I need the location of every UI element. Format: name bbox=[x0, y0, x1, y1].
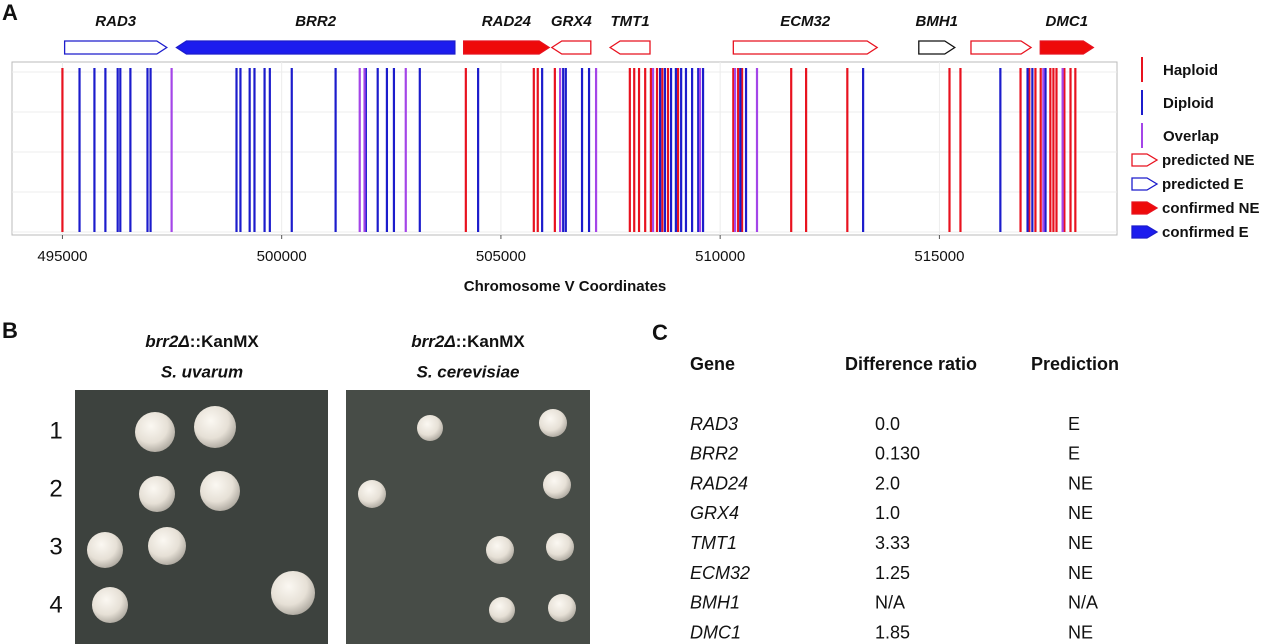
plate-title: brr2Δ::KanMX bbox=[145, 332, 259, 351]
gene-arrow bbox=[608, 40, 651, 55]
x-tick-label: 495000 bbox=[37, 248, 87, 265]
table-cell: 1.0 bbox=[875, 503, 900, 523]
gene-label: BRR2 bbox=[295, 13, 336, 30]
h-grid bbox=[12, 71, 1117, 233]
species: S. cerevisiae bbox=[416, 362, 519, 381]
gene-arrow bbox=[550, 40, 592, 55]
table-cell: NE bbox=[1068, 563, 1093, 583]
strain: brr2Δ bbox=[145, 332, 189, 351]
table-cell: TMT1 bbox=[690, 533, 737, 553]
gene-arrow bbox=[175, 40, 456, 55]
table-cell: NE bbox=[1068, 503, 1093, 523]
table-cell: BMH1 bbox=[690, 593, 740, 613]
x-tick-label: 515000 bbox=[914, 248, 964, 265]
legend-label: confirmed NE bbox=[1162, 200, 1260, 217]
row-label: 1 bbox=[49, 417, 62, 444]
table-cell: E bbox=[1068, 414, 1080, 434]
table-cell: 3.33 bbox=[875, 533, 910, 553]
table-cell: E bbox=[1068, 444, 1080, 464]
gene-arrow bbox=[732, 40, 879, 55]
legend-swatch bbox=[1131, 177, 1159, 191]
gene-label: GRX4 bbox=[551, 13, 593, 30]
table-cell: 1.25 bbox=[875, 563, 910, 583]
gene-label: RAD3 bbox=[95, 13, 136, 30]
row-label: 4 bbox=[49, 591, 62, 618]
legend-swatch bbox=[1131, 153, 1159, 167]
table-cell: N/A bbox=[1068, 593, 1098, 613]
marker: ::KanMX bbox=[190, 332, 260, 351]
table-header: Gene bbox=[690, 354, 735, 374]
table-cell: ECM32 bbox=[690, 563, 750, 583]
legend-label: Diploid bbox=[1163, 95, 1214, 112]
legend-swatch bbox=[1131, 201, 1159, 215]
legend-swatch bbox=[1131, 225, 1159, 239]
gene-arrow bbox=[970, 40, 1033, 55]
plot-frame bbox=[11, 61, 1118, 236]
plate-title: brr2Δ::KanMX bbox=[411, 332, 525, 351]
x-tick-label: 500000 bbox=[257, 248, 307, 265]
table-cell: RAD3 bbox=[690, 414, 738, 434]
legend-label: predicted NE bbox=[1162, 152, 1255, 169]
gene-arrow bbox=[1039, 40, 1095, 55]
gene-arrow bbox=[462, 40, 551, 55]
table-cell: NE bbox=[1068, 473, 1093, 493]
table-cell: 0.130 bbox=[875, 444, 920, 464]
marker: ::KanMX bbox=[456, 332, 526, 351]
track-plot: 495000 500000 505000 510000 515000 Haploid Dip… bbox=[37, 13, 1259, 265]
panel-label: B bbox=[2, 318, 18, 343]
gene-arrow bbox=[63, 40, 168, 55]
x-tick-label: 505000 bbox=[476, 248, 526, 265]
table-cell: DMC1 bbox=[690, 622, 741, 642]
table-cell: 2.0 bbox=[875, 473, 900, 493]
table-cell: 1.85 bbox=[875, 622, 910, 642]
legend-label: Overlap bbox=[1163, 128, 1219, 145]
table-header: Prediction bbox=[1031, 354, 1119, 374]
table-cell: 0.0 bbox=[875, 414, 900, 434]
gene-label: DMC1 bbox=[1046, 13, 1089, 30]
gene-label: RAD24 bbox=[482, 13, 532, 30]
gene-arrow bbox=[918, 40, 956, 55]
table-cell: GRX4 bbox=[690, 503, 739, 523]
table-cell: RAD24 bbox=[690, 473, 748, 493]
strain: brr2Δ bbox=[411, 332, 455, 351]
row-label: 2 bbox=[49, 475, 62, 502]
table-cell: NE bbox=[1068, 533, 1093, 553]
table: Gene Difference ratio Prediction RAD3 0.0 E BR… bbox=[690, 354, 1119, 643]
legend-label: confirmed E bbox=[1162, 224, 1249, 241]
species: S. uvarum bbox=[161, 362, 243, 381]
panel-label: C bbox=[652, 320, 668, 345]
legend-label: Haploid bbox=[1163, 62, 1218, 79]
table-cell: BRR2 bbox=[690, 444, 738, 464]
gene-label: ECM32 bbox=[780, 13, 831, 30]
colonies bbox=[87, 406, 576, 623]
x-tick-label: 510000 bbox=[695, 248, 745, 265]
x-axis-label: Chromosome V Coordinates bbox=[464, 278, 667, 295]
table-header: Difference ratio bbox=[845, 354, 977, 374]
row-label: 3 bbox=[49, 533, 62, 560]
legend-label: predicted E bbox=[1162, 176, 1244, 193]
table-cell: N/A bbox=[875, 593, 905, 613]
table-cell: NE bbox=[1068, 622, 1093, 642]
gene-label: TMT1 bbox=[610, 13, 649, 30]
gene-label: BMH1 bbox=[916, 13, 959, 30]
panel-label: A bbox=[2, 0, 18, 25]
